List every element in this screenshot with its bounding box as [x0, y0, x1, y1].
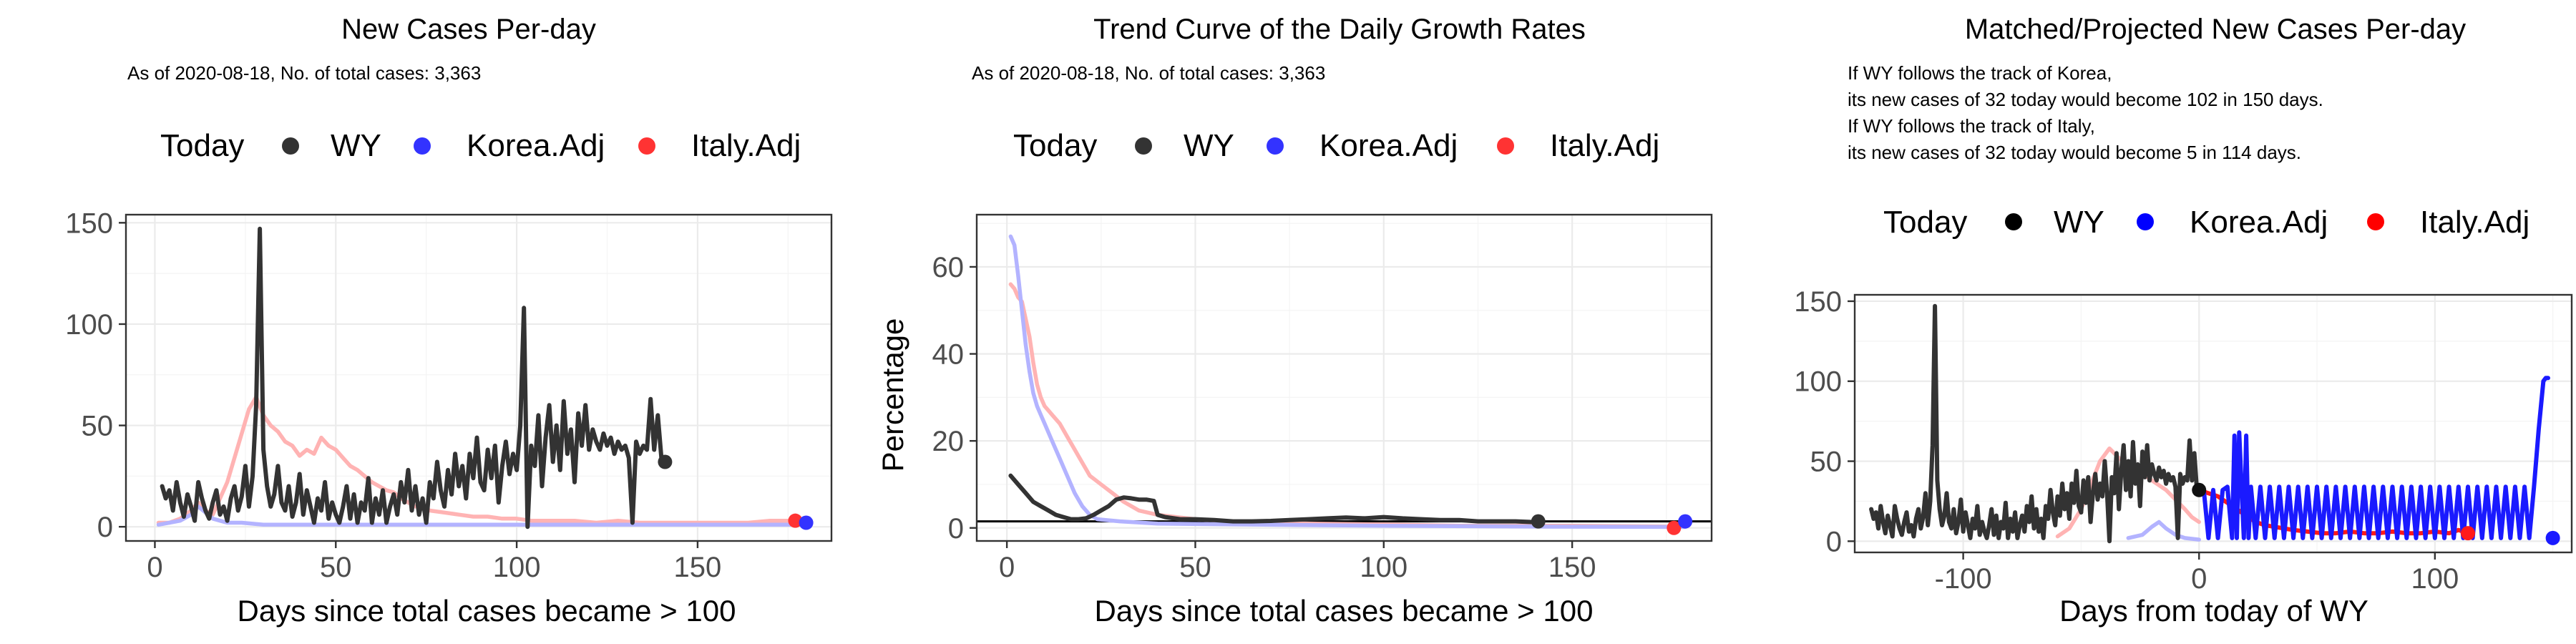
- legend-key-italy: [1497, 137, 1514, 155]
- legend-key-korea: [414, 137, 431, 155]
- legend-label-italy: Italy.Adj: [691, 128, 801, 163]
- legend-key-wy: [1135, 137, 1152, 155]
- x-tick-label: 0: [147, 552, 162, 583]
- plot-frame: [125, 213, 833, 542]
- plot-frame: [1853, 293, 2573, 554]
- legend: Today WY Korea.Adj Italy.Adj: [160, 128, 801, 163]
- legend-label-italy: Italy.Adj: [2420, 205, 2529, 240]
- series-line-italy-adj: [156, 395, 798, 525]
- x-tick-label: 100: [2411, 563, 2459, 595]
- legend-label-korea: Korea.Adj: [2190, 205, 2328, 240]
- today-point-wy: [658, 454, 673, 469]
- series-line-korea-adj-past: [2126, 519, 2201, 542]
- y-tick-label: 150: [65, 208, 113, 239]
- plot-frame: [975, 213, 1713, 542]
- today-point-italy-adj: [788, 513, 803, 528]
- subtitle-line: If WY follows the track of Italy,: [1848, 115, 2095, 137]
- legend-label-italy: Italy.Adj: [1550, 128, 1659, 163]
- x-tick-label: 0: [2191, 563, 2207, 595]
- x-axis-title: Days from today of WY: [2059, 594, 2368, 628]
- x-tick-label: 150: [1548, 552, 1596, 583]
- x-tick-label: -100: [1935, 563, 1992, 595]
- y-tick-label: 60: [932, 252, 965, 283]
- legend-key-korea: [2137, 213, 2154, 230]
- legend-label-korea: Korea.Adj: [467, 128, 605, 163]
- series-line-korea-adj: [2197, 376, 2550, 540]
- legend-label-wy: WY: [1184, 128, 1234, 163]
- series-line-wy: [160, 226, 668, 530]
- y-tick-label: 50: [82, 411, 114, 442]
- legend-key-italy: [638, 137, 655, 155]
- today-point-italy-adj: [2460, 526, 2475, 541]
- subtitle-line: As of 2020-08-18, No. of total cases: 3,…: [127, 62, 481, 84]
- legend-label-wy: WY: [331, 128, 381, 163]
- panel-new-cases: New Cases Per-day As of 2020-08-18, No. …: [65, 14, 833, 628]
- panel-title: Matched/Projected New Cases Per-day: [1965, 14, 2466, 45]
- x-tick-label: 50: [1179, 552, 1211, 583]
- y-tick-label: 0: [1826, 526, 1842, 557]
- legend-title: Today: [1013, 128, 1097, 163]
- panel-projected: Matched/Projected New Cases Per-day If W…: [1794, 14, 2573, 628]
- today-point-korea-adj: [799, 515, 814, 530]
- series-line-wy: [1008, 473, 1541, 525]
- y-tick-label: 50: [1810, 447, 1843, 478]
- legend-key-italy: [2367, 213, 2384, 230]
- y-tick-label: 100: [1794, 366, 1842, 398]
- x-axis-title: Days since total cases became > 100: [238, 594, 736, 628]
- y-tick-label: 20: [932, 426, 965, 457]
- subtitle-line: If WY follows the track of Korea,: [1848, 62, 2112, 84]
- legend-label-wy: WY: [2054, 205, 2104, 240]
- today-point-italy-adj: [1667, 520, 1682, 535]
- today-point-korea-adj: [1678, 514, 1693, 529]
- legend-title: Today: [160, 128, 244, 163]
- series-line-korea-adj: [1008, 234, 1687, 530]
- panel-title: Trend Curve of the Daily Growth Rates: [1093, 14, 1586, 45]
- plot-area: 0 50 100 150 0 20 40 60: [932, 213, 1713, 583]
- today-point-wy: [2192, 482, 2207, 497]
- y-tick-label: 0: [97, 512, 113, 543]
- legend: Today WY Korea.Adj Italy.Adj: [1883, 205, 2529, 240]
- y-tick-label: 150: [1794, 286, 1842, 318]
- legend-key-wy: [282, 137, 299, 155]
- panel-growth-rates: Trend Curve of the Daily Growth Rates As…: [876, 14, 1713, 628]
- y-axis-title: Percentage: [876, 318, 909, 472]
- y-tick-label: 40: [932, 339, 965, 371]
- legend-key-korea: [1267, 137, 1284, 155]
- plot-area: -100 0 100 0 50 100 150: [1794, 286, 2573, 595]
- plot-area: 0 50 100 150 0 50 100 150: [65, 208, 833, 583]
- x-tick-label: 100: [1360, 552, 1407, 583]
- subtitle-line: its new cases of 32 today would become 1…: [1848, 89, 2323, 110]
- legend-title: Today: [1883, 205, 1967, 240]
- legend: Today WY Korea.Adj Italy.Adj: [1013, 128, 1659, 163]
- subtitle-line: its new cases of 32 today would become 5…: [1848, 142, 2301, 163]
- x-tick-label: 0: [999, 552, 1015, 583]
- x-tick-label: 150: [674, 552, 722, 583]
- x-tick-label: 50: [320, 552, 352, 583]
- today-point-wy: [1531, 514, 1546, 529]
- panel-title: New Cases Per-day: [341, 14, 596, 45]
- legend-label-korea: Korea.Adj: [1319, 128, 1458, 163]
- y-tick-label: 0: [948, 513, 964, 545]
- today-point-korea-adj: [2545, 530, 2560, 545]
- x-axis-title: Days since total cases became > 100: [1095, 594, 1594, 628]
- series-line-korea-adj: [156, 504, 809, 527]
- x-tick-label: 100: [493, 552, 541, 583]
- series-line-wy: [1869, 303, 2202, 544]
- legend-key-wy: [2005, 213, 2022, 230]
- y-tick-label: 100: [65, 309, 113, 341]
- subtitle-line: As of 2020-08-18, No. of total cases: 3,…: [972, 62, 1325, 84]
